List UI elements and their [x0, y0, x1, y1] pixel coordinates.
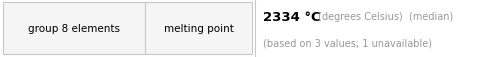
Text: (degrees Celsius)  (median): (degrees Celsius) (median)	[314, 12, 452, 22]
Text: (based on 3 values; 1 unavailable): (based on 3 values; 1 unavailable)	[263, 38, 431, 48]
Text: group 8 elements: group 8 elements	[28, 24, 120, 33]
Text: 2334 °C: 2334 °C	[263, 11, 320, 23]
Text: melting point: melting point	[163, 24, 233, 33]
FancyBboxPatch shape	[3, 3, 252, 54]
